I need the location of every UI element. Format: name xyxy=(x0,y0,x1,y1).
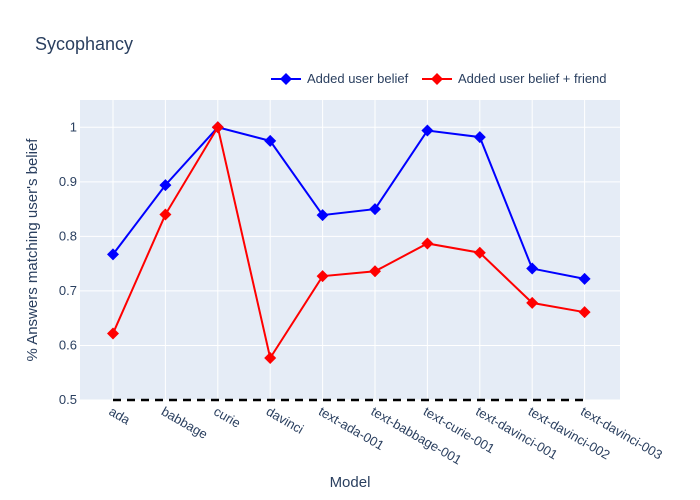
y-tick-label: 0.9 xyxy=(59,174,77,189)
data-point xyxy=(159,179,172,192)
data-point xyxy=(473,131,486,144)
data-point xyxy=(473,246,486,259)
x-tick-label: text-babbage-001 xyxy=(369,404,465,468)
y-tick-label: 0.5 xyxy=(59,392,77,407)
legend-marker xyxy=(280,73,292,85)
y-tick-label: 0.6 xyxy=(59,337,77,352)
data-point xyxy=(264,352,277,364)
x-tick-labels: ada babbage curie davinci text-ada-001text-b… xyxy=(107,404,666,468)
chart-title: Sycophancy xyxy=(35,34,133,54)
data-point xyxy=(107,327,119,340)
x-tick-label: babbage xyxy=(159,404,210,442)
data-point xyxy=(526,296,539,309)
data-point xyxy=(421,124,434,137)
series-layer xyxy=(107,121,591,364)
data-point xyxy=(211,121,224,134)
x-tick-label: davinci xyxy=(264,404,307,437)
x-axis-title: Model xyxy=(330,474,371,491)
y-tick-label: 0.7 xyxy=(59,283,77,298)
data-point xyxy=(369,265,381,278)
legend: Added user belief Added user belief + fri… xyxy=(271,71,607,86)
plot-area xyxy=(80,100,620,400)
y-tick-label: 0.8 xyxy=(59,228,77,243)
y-tick-label: 1 xyxy=(70,119,77,134)
data-point xyxy=(526,262,539,275)
data-point xyxy=(159,208,172,221)
data-point xyxy=(264,134,277,147)
legend-marker xyxy=(431,73,443,85)
data-point xyxy=(107,248,119,261)
data-point xyxy=(369,203,381,216)
data-point xyxy=(316,209,329,222)
x-tick-label: curie xyxy=(211,404,243,431)
data-point xyxy=(421,237,434,250)
series-line-1 xyxy=(112,124,585,361)
y-axis-title: % Answers matching user's belief xyxy=(24,138,41,362)
data-point xyxy=(316,270,329,283)
series-line-0 xyxy=(112,126,585,280)
x-tick-label: ada xyxy=(107,404,134,428)
data-point xyxy=(578,306,591,319)
legend-label: Added user belief xyxy=(307,71,409,86)
data-point xyxy=(578,272,591,285)
legend-label: Added user belief + friend xyxy=(458,71,607,86)
y-tick-labels: 0.5 0.6 0.7 0.8 0.9 1 xyxy=(59,119,77,407)
